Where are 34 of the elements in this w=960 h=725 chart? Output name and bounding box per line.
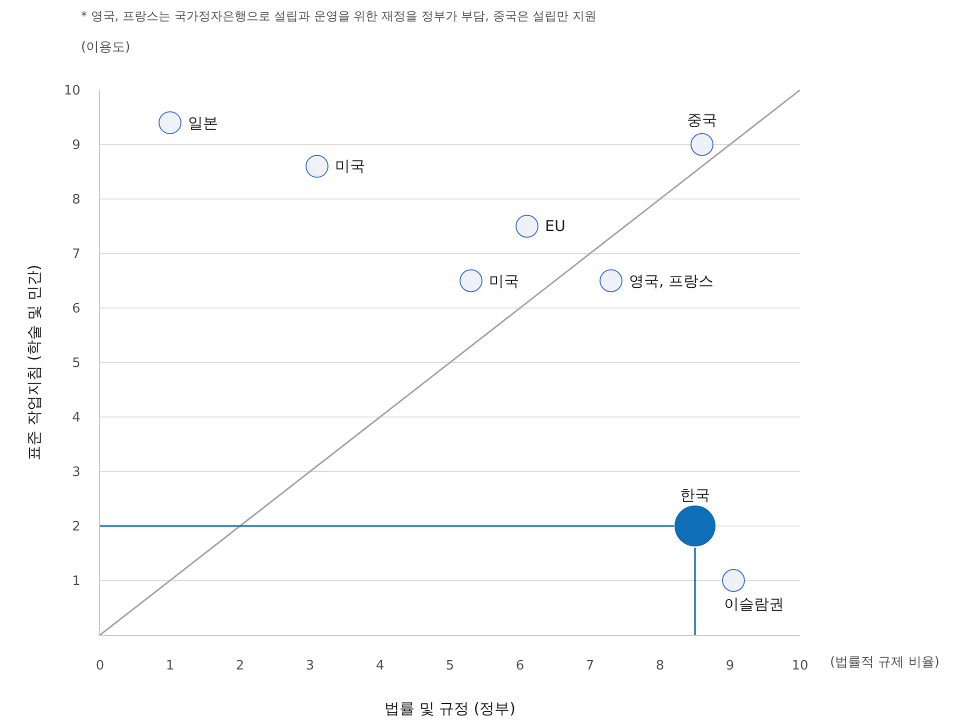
x-tick-label: 3 — [306, 658, 314, 674]
y-tick-label: 1 — [72, 574, 80, 590]
y-tick-label: 5 — [72, 356, 80, 372]
annotation: 중국 — [687, 111, 717, 129]
text: * 영국, 프랑스는 국가정자은행으로 설립과 운영을 위한 재정을 정부가 부담, 중국은 설립만 지원 — [81, 9, 596, 23]
y-tick-label: 7 — [72, 247, 80, 262]
x-tick-label: 8 — [656, 658, 664, 674]
x-axis-title: 법률 및 규정 (정부) — [384, 700, 516, 718]
y-axis-title: 표준 작업지침 (학술 및 민간) — [25, 264, 44, 460]
x-tick-label: 9 — [726, 658, 734, 674]
annotation: EU — [545, 217, 566, 235]
y-tick-label: 4 — [72, 410, 80, 426]
y-tick-label: 2 — [72, 520, 80, 535]
x-tick-label: 7 — [586, 658, 594, 674]
y-tick-label: 8 — [72, 192, 80, 208]
x-tick-label: 4 — [376, 658, 384, 674]
annotation: 한국 — [680, 486, 710, 504]
annotation: 이슬람권 — [724, 595, 784, 613]
text: (법률적 규제 비율) — [830, 655, 940, 670]
x-tick-label: 0 — [96, 658, 104, 674]
x-tick-label: 2 — [236, 658, 244, 674]
y-tick-label: 6 — [72, 302, 80, 317]
x-tick-label: 5 — [446, 658, 454, 674]
annotation: 영국, 프랑스 — [629, 272, 714, 290]
annotation: 미국 — [335, 157, 365, 175]
x-tick-label: 10 — [792, 658, 808, 674]
y-tick-label: 3 — [72, 465, 80, 480]
annotation: 일본 — [188, 114, 218, 132]
annotation: 미국 — [489, 272, 519, 290]
x-tick-label: 6 — [516, 658, 524, 674]
y-tick-label: 9 — [72, 138, 80, 154]
y-tick-label: 10 — [64, 84, 80, 99]
text: (이용도) — [81, 40, 130, 55]
x-tick-label: 1 — [166, 658, 174, 674]
